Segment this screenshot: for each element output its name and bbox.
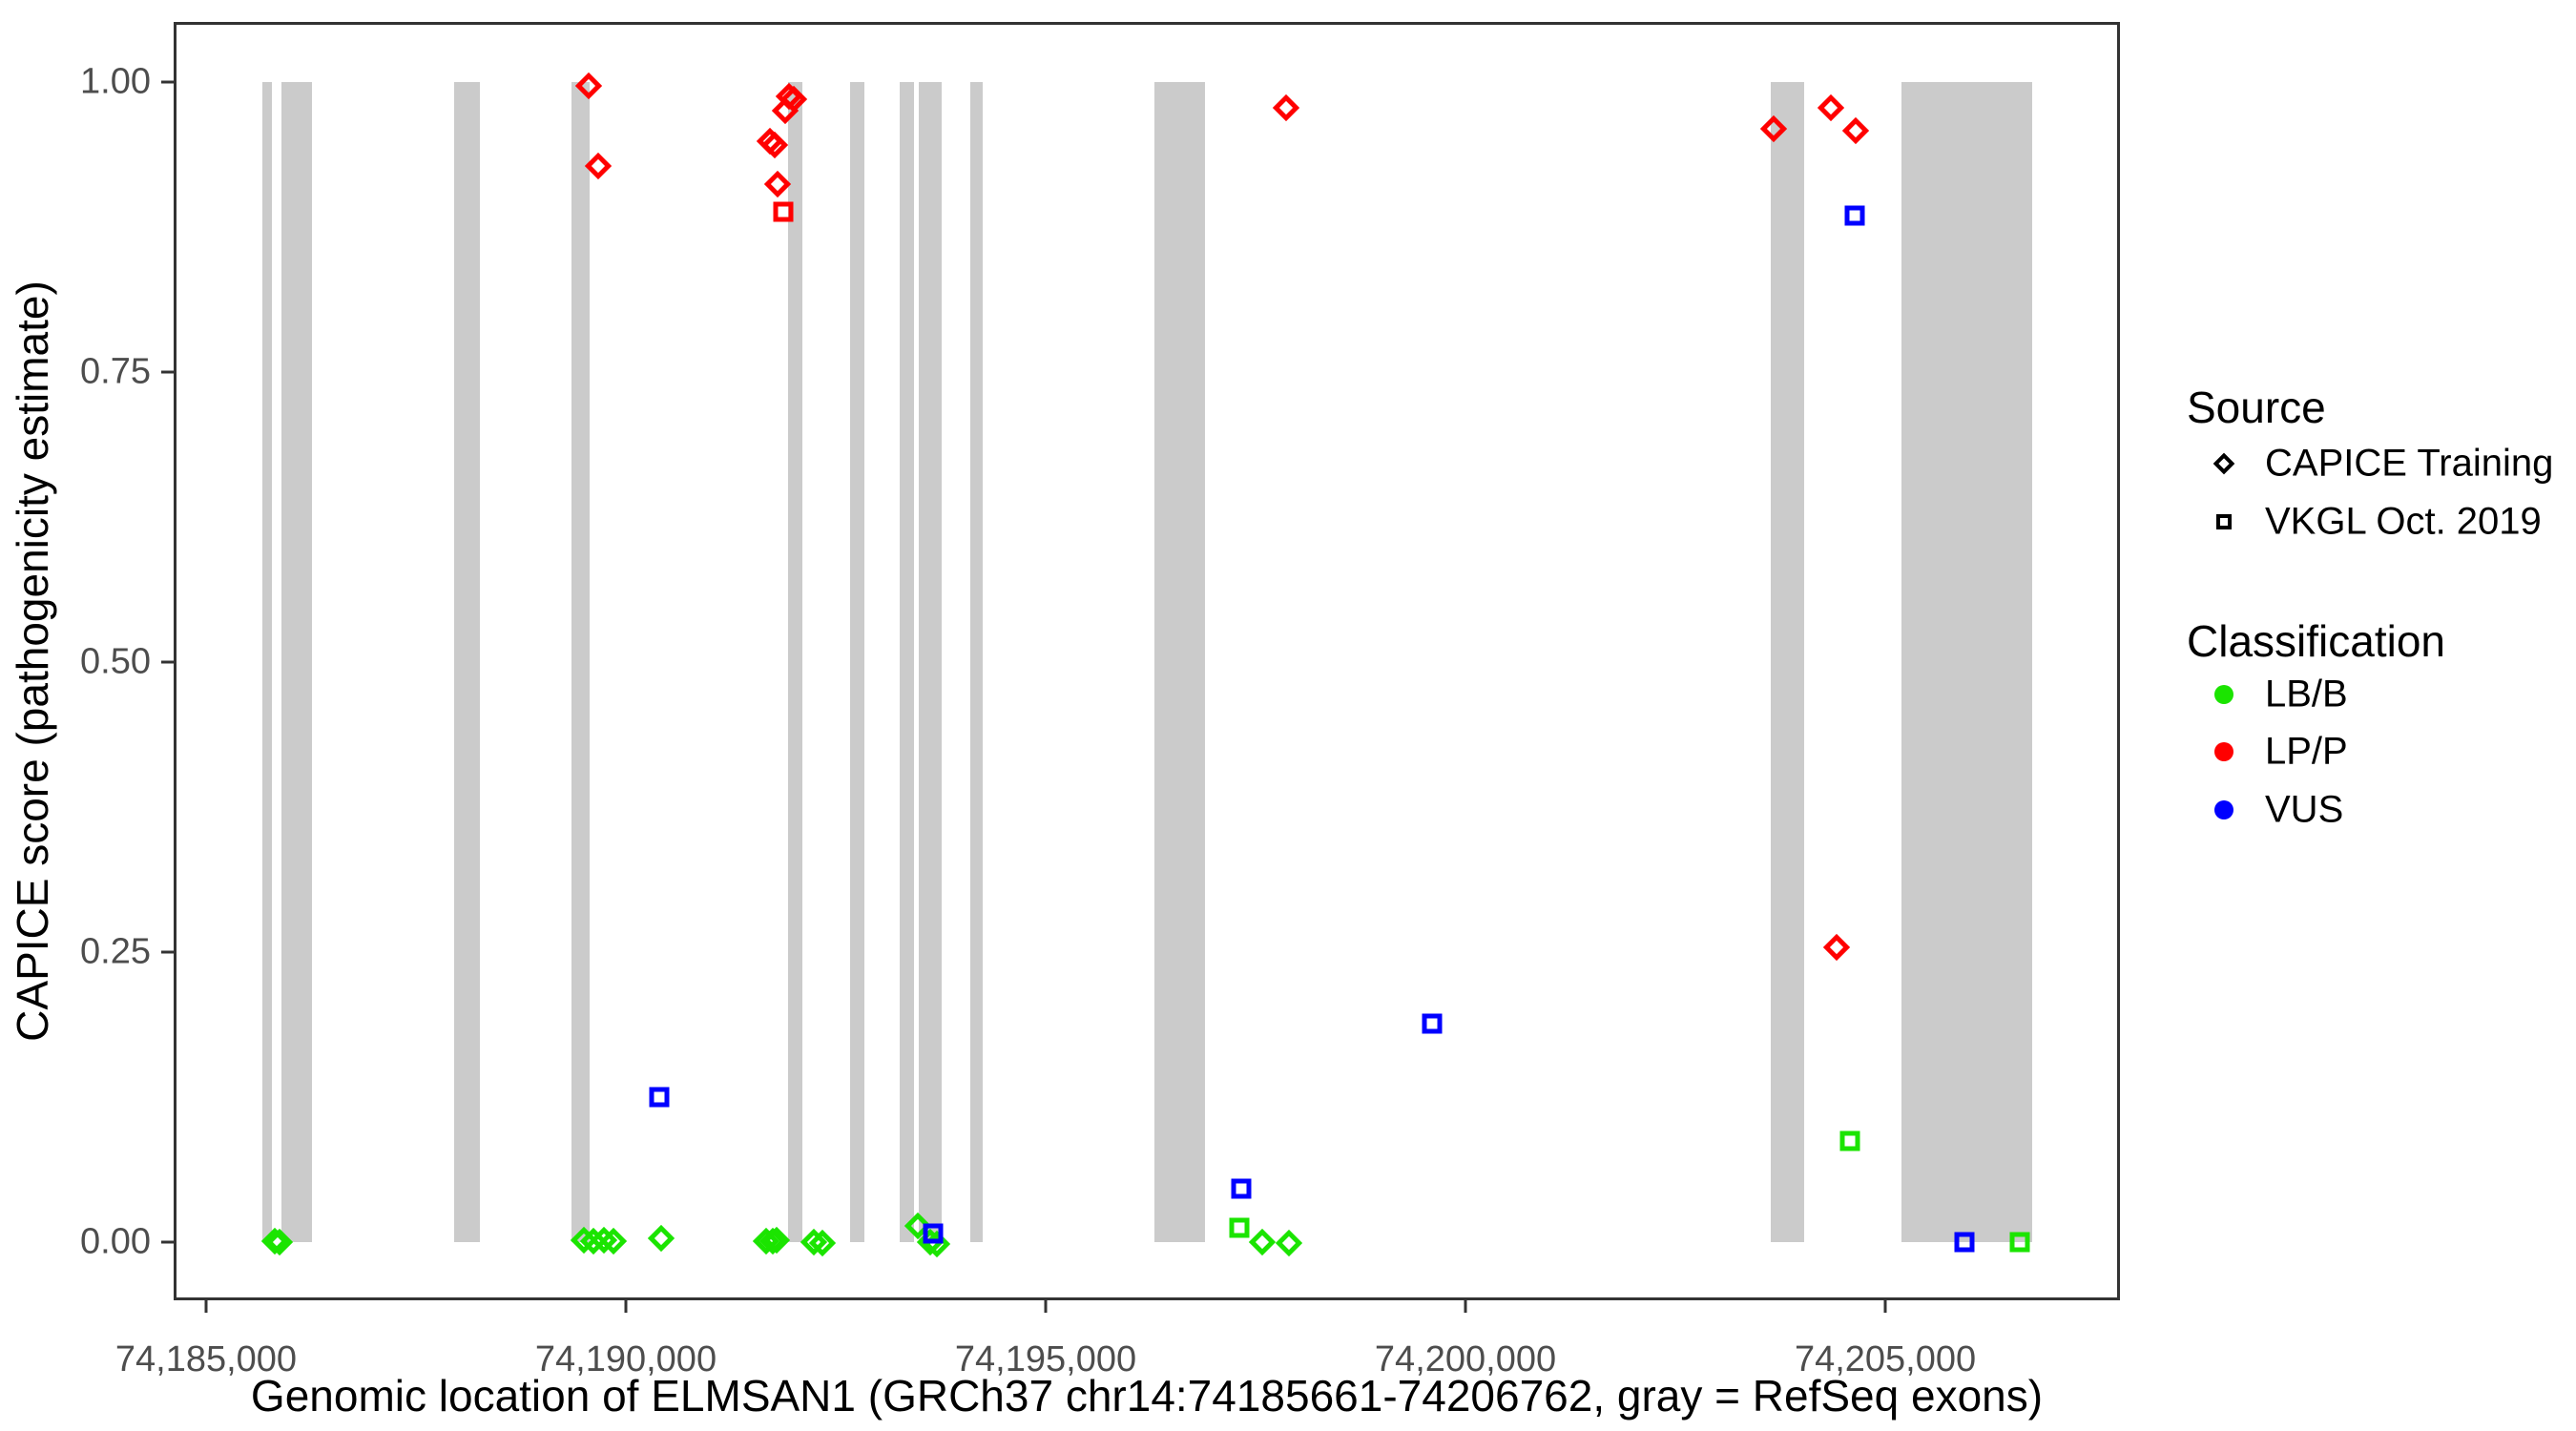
y-axis-tick-label: 1.00	[80, 61, 151, 102]
scatter-point-vkgl	[773, 201, 794, 222]
circle-legend-icon	[2214, 800, 2233, 819]
scatter-point-vkgl	[1231, 1178, 1252, 1199]
exon-bar	[261, 81, 272, 1242]
y-axis-tick	[161, 950, 174, 954]
x-axis-title: Genomic location of ELMSAN1 (GRCh37 chr1…	[250, 1371, 2044, 1421]
x-axis-tick-label: 74,200,000	[1374, 1339, 1557, 1379]
plot-panel	[174, 22, 2120, 1300]
exon-bar	[788, 81, 802, 1242]
exon-bar	[919, 81, 942, 1242]
legend-item-label: LB/B	[2265, 673, 2348, 716]
x-axis-tick-label: 74,185,000	[114, 1339, 298, 1379]
x-axis-tick-label: 74,205,000	[1794, 1339, 1977, 1379]
x-axis-tick-label: 74,195,000	[954, 1339, 1137, 1379]
circle-legend-icon	[2214, 685, 2233, 704]
exon-bar	[849, 81, 864, 1242]
y-axis-tick-label: 0.25	[80, 931, 151, 972]
x-axis-tick	[624, 1300, 628, 1313]
scatter-point-vkgl	[923, 1223, 944, 1244]
exon-bar	[571, 81, 590, 1242]
legend-item-label: CAPICE Training	[2265, 442, 2554, 485]
x-axis-tick	[204, 1300, 208, 1313]
scatter-point-vkgl	[2009, 1232, 2030, 1253]
diamond-legend-icon	[2212, 452, 2235, 475]
x-axis-tick	[1883, 1300, 1887, 1313]
exon-bar	[454, 81, 480, 1242]
scatter-point-vkgl	[1954, 1232, 1975, 1253]
circle-legend-icon	[2214, 742, 2233, 761]
exon-bar	[969, 81, 983, 1242]
y-axis-tick	[161, 80, 174, 84]
scatter-point-vkgl	[1839, 1130, 1860, 1151]
exon-bar	[899, 81, 914, 1242]
y-axis-tick-label: 0.50	[80, 641, 151, 682]
legend-item-label: LP/P	[2265, 730, 2348, 773]
y-axis-tick	[161, 370, 174, 374]
scatter-point-vkgl	[1844, 205, 1865, 226]
scatter-point-vkgl	[1229, 1217, 1250, 1238]
x-axis-tick	[1464, 1300, 1467, 1313]
y-axis-tick-label: 0.75	[80, 351, 151, 392]
exon-bar	[280, 81, 312, 1242]
x-axis-tick	[1044, 1300, 1048, 1313]
y-axis-tick	[161, 660, 174, 664]
exon-bar	[1901, 81, 2033, 1242]
y-axis-tick-label: 0.00	[80, 1221, 151, 1262]
y-axis-tick	[161, 1240, 174, 1244]
square-legend-icon	[2216, 514, 2232, 529]
scatter-point-vkgl	[649, 1087, 670, 1108]
legend-item-label: VUS	[2265, 788, 2344, 831]
scatter-point-vkgl	[1422, 1013, 1443, 1034]
legend-title-classification: Classification	[2187, 616, 2445, 666]
x-axis-tick-label: 74,190,000	[534, 1339, 717, 1379]
exon-bar	[1770, 81, 1804, 1242]
exon-bar	[1153, 81, 1206, 1242]
legend-title-source: Source	[2187, 383, 2326, 432]
legend-item-label: VKGL Oct. 2019	[2265, 500, 2542, 543]
